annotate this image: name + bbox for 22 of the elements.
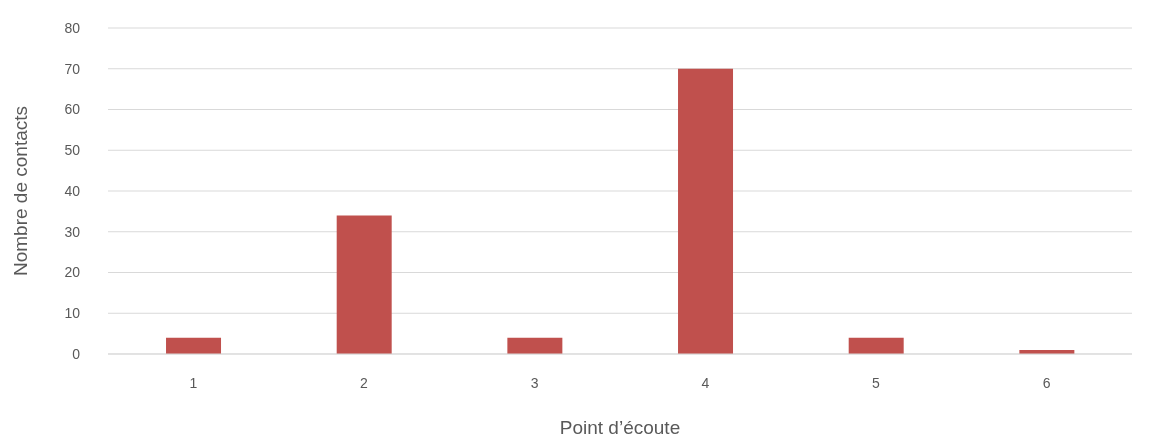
y-tick-label: 80 [64, 19, 81, 36]
y-tick-label: 60 [64, 101, 81, 118]
y-tick-label: 10 [64, 305, 81, 322]
y-tick-label: 0 [72, 345, 81, 362]
bar [678, 68, 734, 354]
y-tick-label: 40 [64, 182, 81, 199]
x-tick-label: 6 [1042, 374, 1051, 391]
x-tick-label: 3 [530, 374, 539, 391]
x-axis-title: Point d’écoute [559, 417, 681, 438]
bar [507, 337, 563, 354]
bar [166, 337, 222, 354]
x-tick-label: 4 [701, 374, 710, 391]
y-tick-label: 20 [64, 264, 81, 281]
x-tick-label: 1 [189, 374, 198, 391]
y-tick-label: 50 [64, 142, 81, 159]
y-tick-label: 30 [64, 223, 81, 240]
bar [848, 337, 904, 354]
x-tick-label: 5 [872, 374, 881, 391]
y-tick-label: 70 [64, 60, 81, 77]
y-axis-title: Nombre de contacts [9, 105, 31, 277]
bar [336, 215, 392, 354]
x-tick-label: 2 [360, 374, 369, 391]
